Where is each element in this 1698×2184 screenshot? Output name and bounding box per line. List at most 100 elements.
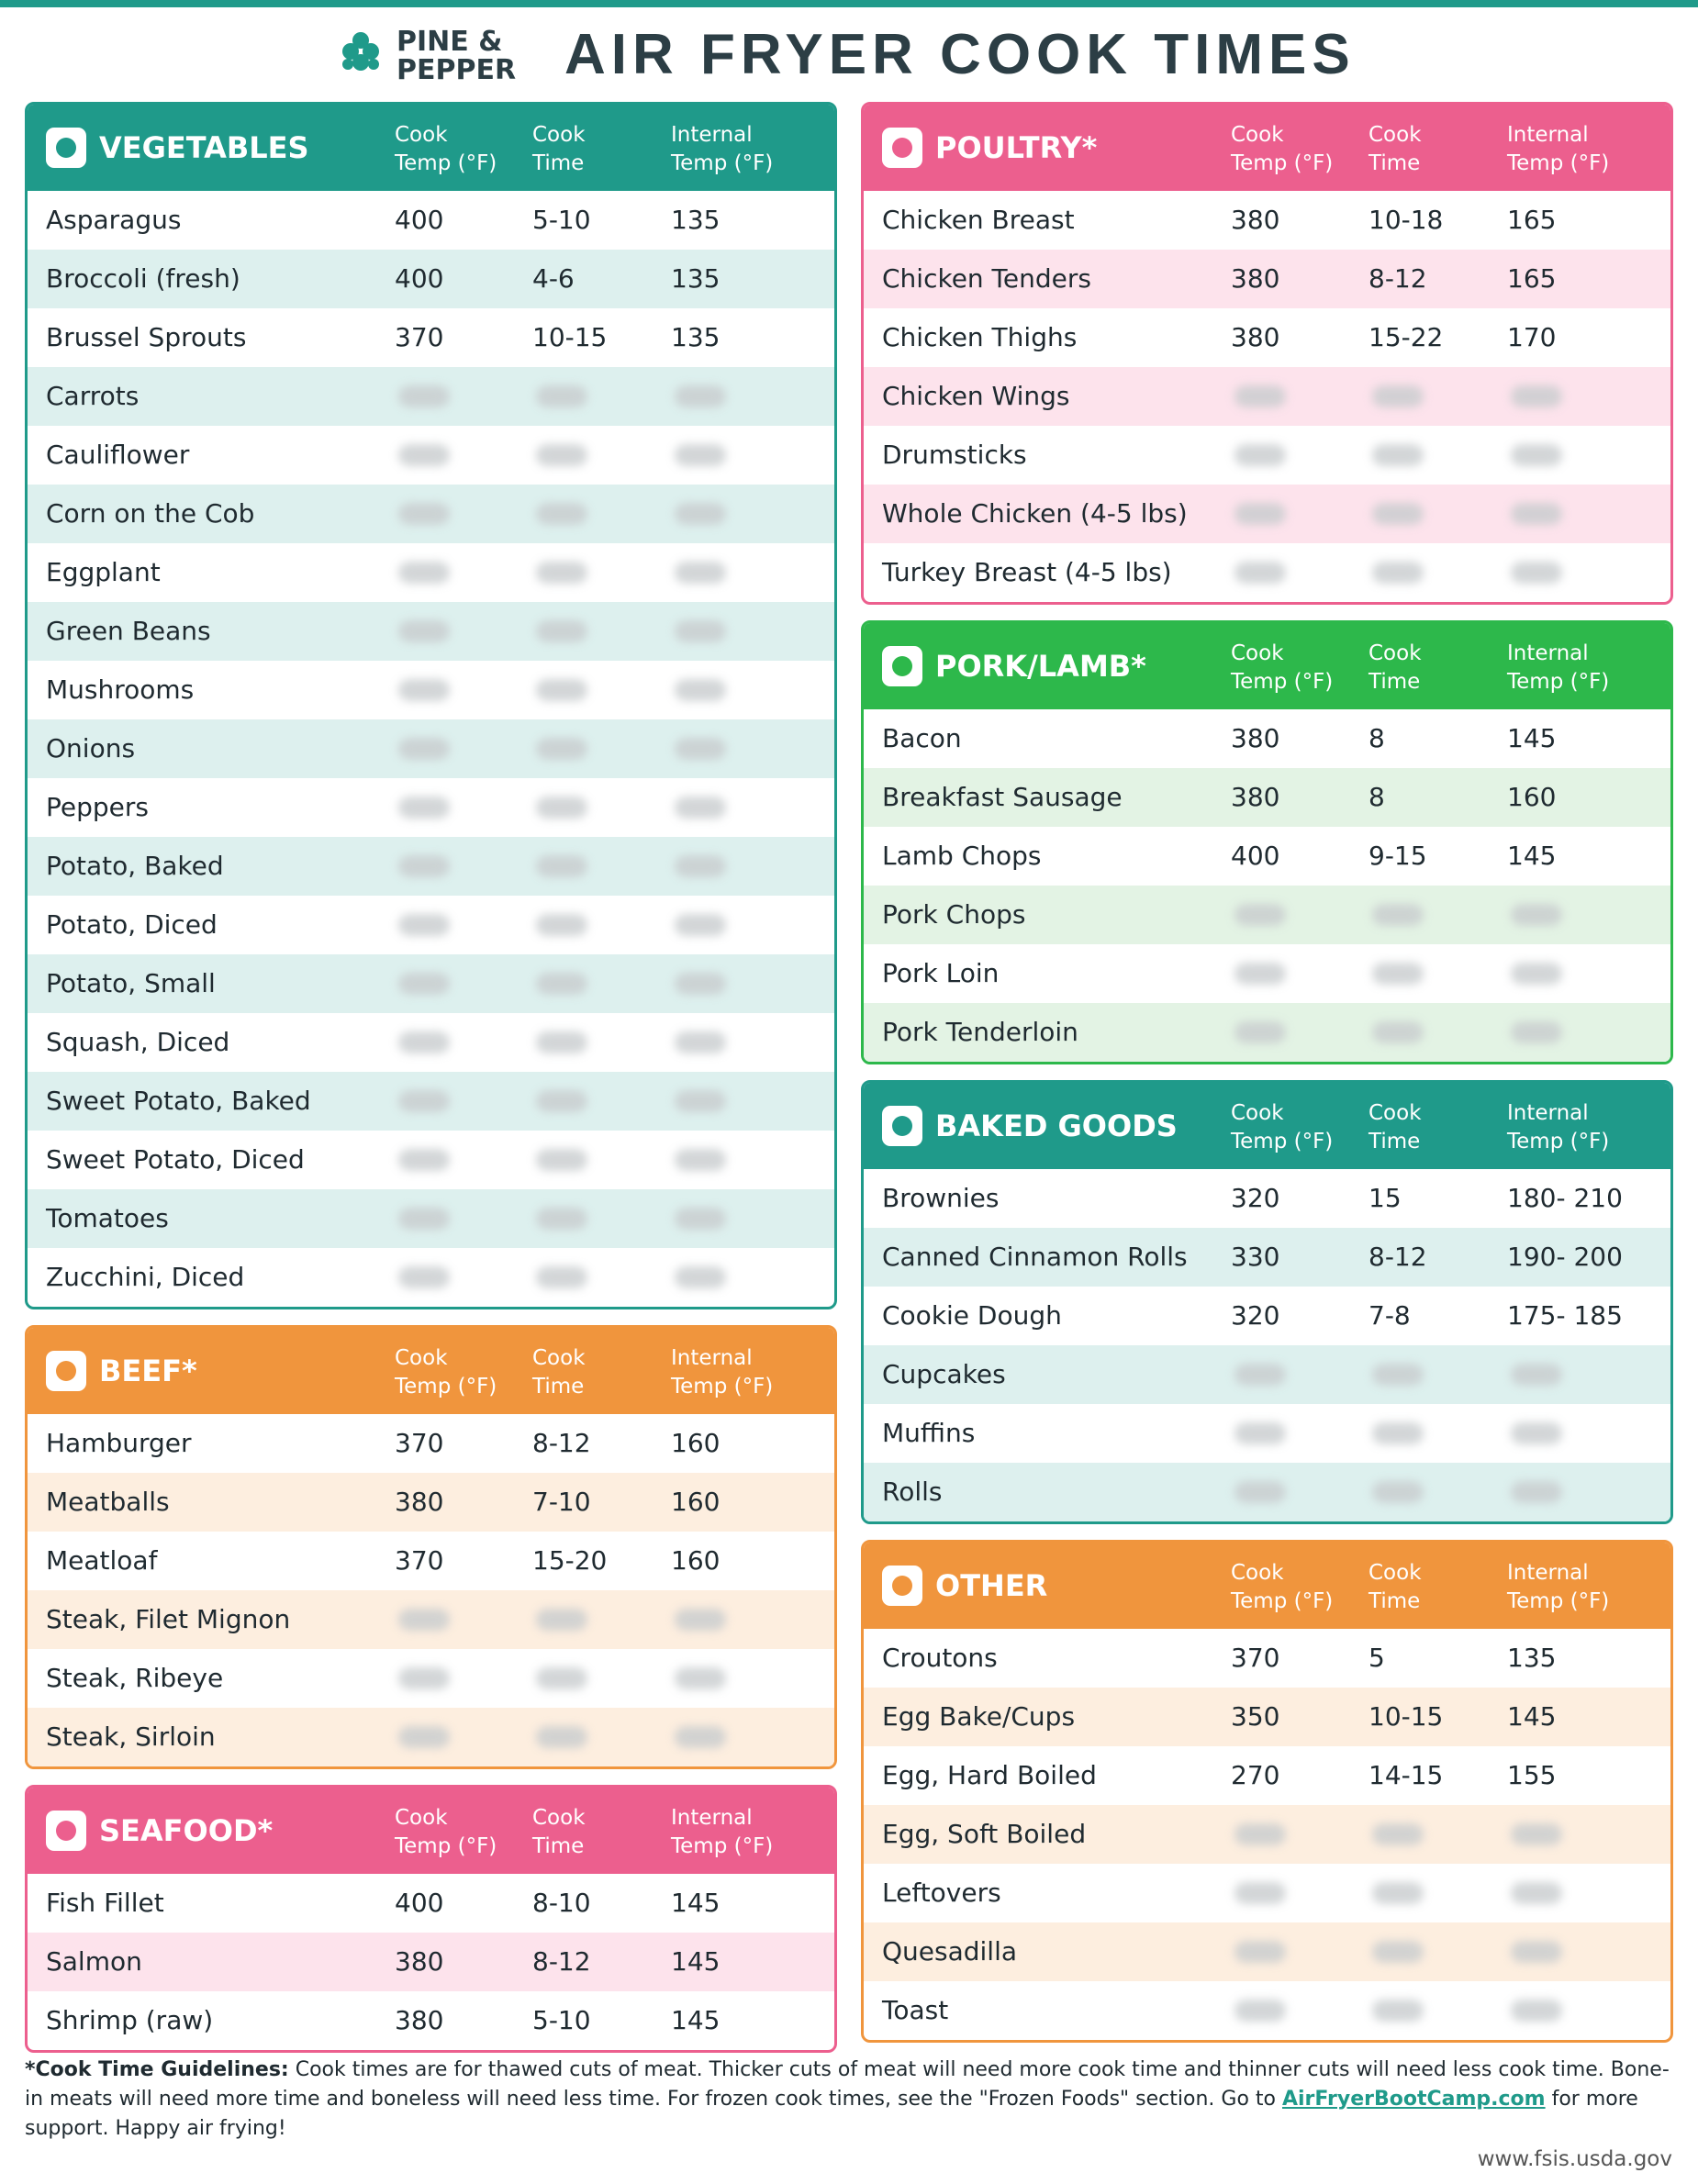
- food-name: Chicken Breast: [882, 205, 1075, 235]
- column-header-line: Cook: [1368, 1561, 1422, 1585]
- blurred-value: [1234, 1021, 1286, 1043]
- column-header: Cook Temp (°F): [1231, 1099, 1333, 1156]
- cell-value: 8-12: [532, 1946, 591, 1977]
- food-name: Sweet Potato, Baked: [46, 1086, 311, 1116]
- blurred-value: [398, 738, 450, 760]
- food-name: Salmon: [46, 1946, 142, 1977]
- cell-value: 135: [671, 263, 721, 294]
- food-name: Rolls: [882, 1476, 943, 1507]
- blurred-value: [1372, 904, 1424, 926]
- table-row: Pork Tenderloin: [864, 1003, 1670, 1062]
- table-row: Egg, Soft Boiled: [864, 1805, 1670, 1864]
- column-header-line: Internal: [1507, 1561, 1589, 1585]
- column-header-line: Cook: [532, 1346, 586, 1370]
- column-header-line: Time: [532, 151, 585, 175]
- cell-value: 15-20: [532, 1545, 608, 1576]
- blurred-value: [675, 1667, 726, 1689]
- blurred-value: [398, 1266, 450, 1288]
- cell-value: 145: [1507, 841, 1557, 871]
- column-header: Cook Time: [532, 121, 586, 178]
- table-row: Croutons 370 5 135: [864, 1629, 1670, 1688]
- cell-value: 400: [395, 263, 444, 294]
- blurred-value: [675, 444, 726, 466]
- column-header-line: Internal: [671, 1346, 753, 1370]
- cell-value: 380: [1231, 263, 1280, 294]
- blurred-value: [675, 1031, 726, 1053]
- column-header-line: Time: [1368, 670, 1421, 694]
- column-header: Cook Temp (°F): [395, 121, 497, 178]
- cell-value: 15: [1368, 1183, 1402, 1213]
- blurred-value: [398, 620, 450, 642]
- cell-value: 5: [1368, 1643, 1385, 1673]
- food-name: Steak, Ribeye: [46, 1663, 224, 1693]
- food-name: Meatballs: [46, 1487, 170, 1517]
- blurred-value: [675, 797, 726, 819]
- blurred-value: [1234, 1364, 1286, 1386]
- blurred-value: [398, 1149, 450, 1171]
- column-header: Cook Temp (°F): [1231, 121, 1333, 178]
- table-row: Potato, Diced: [28, 896, 834, 954]
- footer-text: Cook times are for thawed cuts of meat. …: [25, 2058, 1670, 2111]
- blurred-value: [536, 973, 587, 995]
- section-header: OTHER Cook Temp (°F) Cook Time Internal Temp (…: [864, 1543, 1670, 1629]
- cell-value: 190- 200: [1507, 1242, 1623, 1272]
- food-name: Carrots: [46, 381, 140, 411]
- column-header-line: Cook: [1231, 1561, 1284, 1585]
- food-name: Onions: [46, 733, 136, 763]
- cell-value: 160: [671, 1428, 721, 1458]
- cell-value: 8-10: [532, 1888, 591, 1918]
- column-header-line: Internal: [671, 1806, 753, 1830]
- food-name: Cupcakes: [882, 1359, 1006, 1389]
- column-header-line: Cook: [1231, 123, 1284, 147]
- table-row: Breakfast Sausage 380 8 160: [864, 768, 1670, 827]
- table-row: Chicken Breast 380 10-18 165: [864, 191, 1670, 250]
- food-name: Leftovers: [882, 1878, 1001, 1908]
- section-title: BAKED GOODS: [935, 1109, 1178, 1143]
- table-row: Broccoli (fresh) 400 4-6 135: [28, 250, 834, 308]
- column-header-line: Temp (°F): [395, 151, 497, 175]
- cell-value: 5-10: [532, 2005, 591, 2035]
- blurred-value: [1511, 385, 1562, 407]
- cell-value: 370: [395, 1545, 444, 1576]
- cell-value: 170: [1507, 322, 1557, 352]
- blurred-value: [398, 385, 450, 407]
- column-header-line: Time: [1368, 1130, 1421, 1153]
- blurred-value: [675, 1208, 726, 1230]
- column-header-line: Temp (°F): [1507, 1130, 1610, 1153]
- food-name: Chicken Thighs: [882, 322, 1078, 352]
- footer-link[interactable]: AirFryerBootCamp.com: [1281, 2088, 1546, 2111]
- blurred-value: [675, 620, 726, 642]
- cell-value: 380: [1231, 723, 1280, 753]
- table-row: Steak, Sirloin: [28, 1708, 834, 1766]
- blurred-value: [675, 503, 726, 525]
- cell-value: 330: [1231, 1242, 1280, 1272]
- column-header-line: Temp (°F): [1507, 670, 1610, 694]
- blurred-value: [536, 797, 587, 819]
- food-name: Fish Fillet: [46, 1888, 164, 1918]
- blurred-value: [536, 1266, 587, 1288]
- section-header: BAKED GOODS Cook Temp (°F) Cook Time Internal…: [864, 1083, 1670, 1169]
- column-header-line: Cook: [1231, 1101, 1284, 1125]
- cell-value: 5-10: [532, 205, 591, 235]
- table-row: Cookie Dough 320 7-8 175- 185: [864, 1287, 1670, 1345]
- column-header-line: Cook: [1368, 641, 1422, 665]
- cell-value: 400: [395, 1888, 444, 1918]
- blurred-value: [1372, 963, 1424, 985]
- column-header-line: Temp (°F): [1231, 151, 1334, 175]
- footer-bold: *Cook Time Guidelines:: [25, 2058, 289, 2081]
- section-header: VEGETABLES Cook Temp (°F) Cook Time Internal T…: [28, 105, 834, 191]
- food-name: Turkey Breast (4-5 lbs): [882, 557, 1172, 587]
- table-row: Chicken Wings: [864, 367, 1670, 426]
- table-row: Leftovers: [864, 1864, 1670, 1922]
- cell-value: 180- 210: [1507, 1183, 1623, 1213]
- table-row: Brussel Sprouts 370 10-15 135: [28, 308, 834, 367]
- column-header-line: Internal: [1507, 1101, 1589, 1125]
- food-name: Breakfast Sausage: [882, 782, 1123, 812]
- food-name: Broccoli (fresh): [46, 263, 240, 294]
- blurred-value: [536, 1667, 587, 1689]
- section-header: PORK/LAMB* Cook Temp (°F) Cook Time Internal T…: [864, 623, 1670, 709]
- section-icon: [882, 1566, 922, 1606]
- food-name: Whole Chicken (4-5 lbs): [882, 498, 1188, 529]
- blurred-value: [1511, 1021, 1562, 1043]
- blurred-value: [398, 444, 450, 466]
